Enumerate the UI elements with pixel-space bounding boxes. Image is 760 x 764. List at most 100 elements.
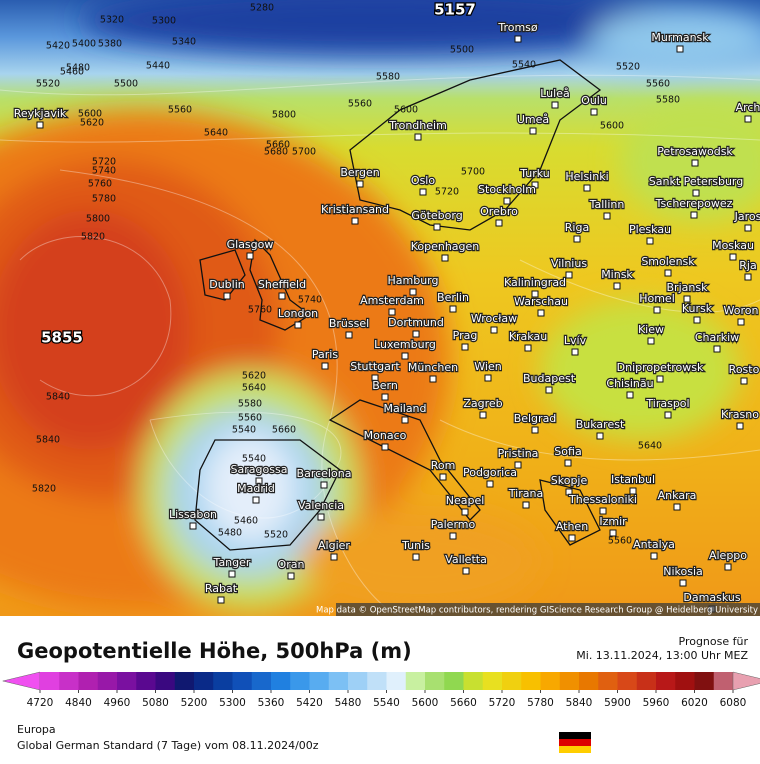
city-label: Barcelona <box>297 467 352 480</box>
contour-label: 5400 <box>72 39 96 50</box>
colorbar-swatch <box>405 672 426 690</box>
map-labels: 5320 5300 5280 5420 5400 5380 5340 5480 5440 5520… <box>13 0 760 613</box>
city-marker <box>599 507 607 515</box>
colorbar-swatch <box>136 672 156 690</box>
city-marker <box>484 374 492 382</box>
city-label: Brüssel <box>329 317 369 330</box>
city-marker <box>228 570 236 578</box>
city-label: Woron <box>724 304 759 317</box>
city-label: Jaros <box>734 210 760 223</box>
colorbar: 4720 4840 4960 5080 5200 5300 5360 5420 5480 5540… <box>2 671 760 709</box>
colorbar-swatch <box>59 672 79 690</box>
contour-label: 5600 <box>78 109 102 120</box>
city-marker <box>495 219 503 227</box>
contour-label: 5620 <box>242 371 266 382</box>
city-label: Stockholm <box>478 183 536 196</box>
colorbar-swatch <box>579 672 599 690</box>
city-label: Tromsø <box>497 21 538 34</box>
city-label: Glasgow <box>227 238 274 251</box>
colorbar-swatch <box>251 672 272 690</box>
city-label: Podgorica <box>463 466 517 479</box>
city-marker <box>673 503 681 511</box>
city-label: Paris <box>312 348 338 361</box>
colorbar-swatch <box>713 672 734 690</box>
high-label: 5855 <box>41 329 83 347</box>
colorbar-swatch <box>213 672 233 690</box>
contour-label: 5760 <box>248 305 272 316</box>
city-marker <box>351 217 359 225</box>
colorbar-swatch <box>675 672 695 690</box>
city-label: Kursk <box>682 302 713 315</box>
city-label: Moskau <box>712 239 754 252</box>
contour-label: 5480 <box>66 63 90 74</box>
city-marker <box>36 121 44 129</box>
colorbar-swatch <box>40 672 60 690</box>
colorbar-swatch <box>444 672 464 690</box>
city-marker <box>596 432 604 440</box>
city-marker <box>486 480 494 488</box>
colorbar-tick-label: 5080 <box>142 697 169 709</box>
city-marker <box>419 188 427 196</box>
forecast-label: Prognose für <box>679 635 749 648</box>
contour-label: 5560 <box>608 536 632 547</box>
colorbar-swatch <box>367 672 387 690</box>
colorbar-swatch <box>309 672 330 690</box>
city-marker <box>531 426 539 434</box>
city-label: Lvív <box>564 334 587 347</box>
city-marker <box>626 391 634 399</box>
contour-label: 5640 <box>242 383 266 394</box>
city-label: Antalya <box>633 538 675 551</box>
city-label: Oulu <box>581 94 607 107</box>
colorbar-swatch <box>559 672 580 690</box>
city-label: Amsterdam <box>360 294 424 307</box>
contour-label: 5520 <box>36 79 60 90</box>
city-label: Lissabon <box>169 508 217 521</box>
city-marker <box>744 115 752 123</box>
city-label: Dortmund <box>388 316 444 329</box>
city-marker <box>693 316 701 324</box>
city-label: Bergen <box>340 166 379 179</box>
city-marker <box>571 348 579 356</box>
city-label: Tanger <box>213 556 251 569</box>
contour-label: 5480 <box>218 528 242 539</box>
city-marker <box>246 252 254 260</box>
city-marker <box>461 508 469 516</box>
city-label: Thessaloniki <box>568 493 637 506</box>
colorbar-swatch <box>174 672 195 690</box>
contour-label: 5640 <box>638 441 662 452</box>
model-run: Global German Standard (7 Tage) vom 08.1… <box>17 739 319 752</box>
contour-label: 5500 <box>450 45 474 56</box>
contour-label: 5660 <box>266 140 290 151</box>
city-label: Brjansk <box>667 281 709 294</box>
city-label: Luxemburg <box>374 338 436 351</box>
city-label: Zagreb <box>463 397 502 410</box>
city-label: Homel <box>639 292 675 305</box>
city-marker <box>683 295 691 303</box>
colorbar-swatch <box>386 672 407 690</box>
city-marker <box>545 386 553 394</box>
city-marker <box>449 532 457 540</box>
city-label: Vilnius <box>551 257 587 270</box>
city-label: Chisinău <box>606 377 653 390</box>
city-marker <box>503 197 511 205</box>
city-marker <box>664 269 672 277</box>
colorbar-swatch <box>521 672 541 690</box>
contour-label: 5520 <box>264 530 288 541</box>
city-label: Belgrad <box>514 412 557 425</box>
city-label: Budapest <box>523 372 576 385</box>
contour-label: 5740 <box>92 166 116 177</box>
city-label: Kaliningrad <box>504 276 566 289</box>
contour-label: 5680 <box>264 147 288 158</box>
city-label: Minsk <box>601 268 633 281</box>
contour-label: 5280 <box>250 3 274 14</box>
colorbar-arrow <box>2 671 41 691</box>
contour-label: 5560 <box>646 79 670 90</box>
city-label: Krakau <box>509 330 547 343</box>
contour-label: 5380 <box>98 39 122 50</box>
city-label: Sankt Petersburg <box>649 175 743 188</box>
city-label: Berlin <box>437 291 469 304</box>
city-label: Kopenhagen <box>411 240 480 253</box>
city-marker <box>679 579 687 587</box>
contour-label: 5720 <box>435 187 459 198</box>
contour-label: 5460 <box>234 516 258 527</box>
